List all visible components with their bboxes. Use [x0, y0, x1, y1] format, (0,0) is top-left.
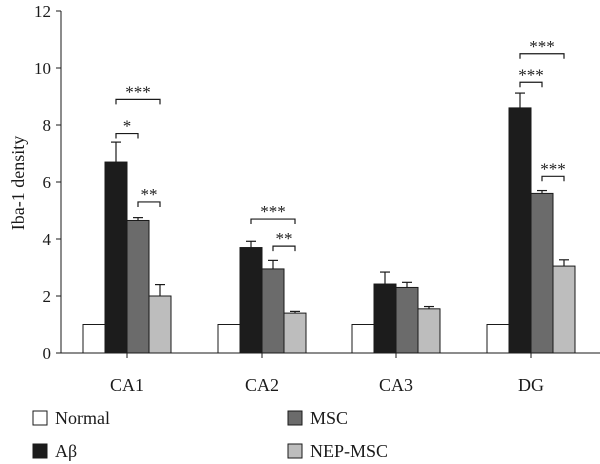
significance-bracket [250, 218, 296, 225]
y-tick-label: 12 [34, 2, 51, 21]
y-tick-label: 0 [43, 344, 52, 363]
legend-label: Normal [55, 408, 110, 428]
bar-ca1-0 [82, 324, 106, 354]
category-label: DG [518, 375, 544, 395]
bar-ca2-3 [283, 312, 307, 354]
significance-label: *** [518, 65, 544, 84]
legend-swatch [287, 443, 303, 459]
legend-label: Aβ [55, 441, 77, 461]
significance-brackets: ******************** [115, 37, 566, 252]
category-label: CA3 [379, 375, 413, 395]
significance-bracket [519, 53, 565, 59]
legend-label: NEP-MSC [310, 441, 388, 461]
y-tick-label: 8 [43, 116, 52, 135]
bar-dg-1 [508, 107, 532, 354]
bar-ca3-2 [395, 286, 419, 354]
bar-ca1-3 [148, 295, 172, 354]
legend-swatch [287, 410, 303, 426]
significance-label: ** [141, 185, 158, 204]
y-tick-label: 4 [43, 230, 52, 249]
bar-ca3-3 [417, 308, 441, 354]
bar-ca2-2 [261, 268, 285, 354]
bar-ca2-0 [217, 324, 241, 354]
significance-bracket [272, 245, 296, 252]
significance-bracket [115, 98, 161, 105]
bars [82, 92, 576, 354]
significance-bracket [137, 201, 161, 207]
bar-dg-3 [552, 265, 576, 354]
bar-ca3-1 [373, 283, 397, 354]
legend-swatch [32, 410, 48, 426]
bar-dg-2 [530, 192, 554, 354]
y-tick-label: 10 [34, 59, 51, 78]
axes: 0 2 4 6 8 10 12 CA1 CA2 CA3 DG [34, 2, 600, 395]
significance-bracket [115, 132, 139, 139]
y-tick-label: 6 [43, 173, 52, 192]
significance-label: *** [540, 159, 566, 178]
legend-swatch [32, 443, 48, 459]
significance-label: *** [125, 82, 151, 101]
legend-label: MSC [310, 408, 348, 428]
y-axis-title: Iba-1 density [8, 136, 28, 230]
significance-bracket [541, 175, 565, 182]
legend: Normal MSC Aβ NEP-MSC [32, 408, 388, 461]
significance-label: * [123, 117, 132, 136]
category-label: CA2 [245, 375, 279, 395]
bar-ca2-1 [239, 247, 263, 354]
significance-label: *** [529, 37, 555, 56]
bar-dg-0 [486, 324, 510, 354]
significance-label: ** [276, 229, 293, 248]
bar-ca3-0 [351, 324, 375, 354]
category-label: CA1 [110, 375, 144, 395]
significance-bracket [519, 81, 543, 88]
bar-ca1-2 [126, 219, 150, 354]
y-tick-label: 2 [43, 287, 52, 306]
significance-label: *** [260, 202, 286, 221]
bar-ca1-1 [104, 161, 128, 354]
